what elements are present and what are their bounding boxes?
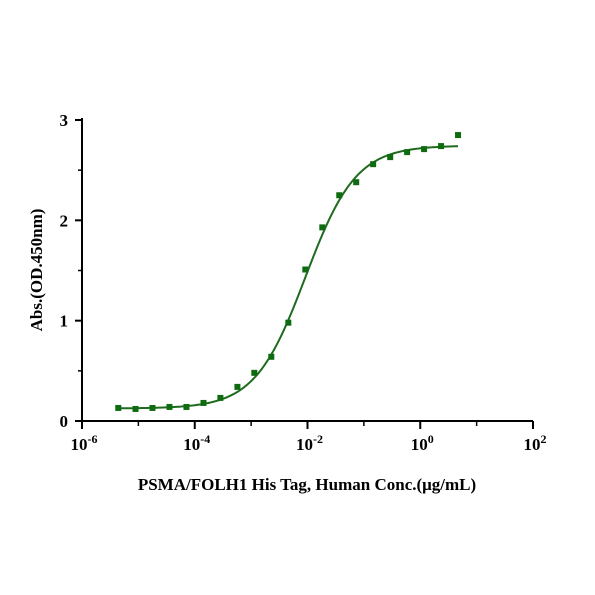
data-point <box>370 161 377 168</box>
data-point <box>217 394 224 401</box>
y-tick-label: 2 <box>60 211 69 230</box>
data-point <box>183 403 190 410</box>
x-tick-label: 10-4 <box>183 432 210 454</box>
data-point <box>302 266 309 273</box>
y-tick-label: 0 <box>60 412 69 431</box>
fit-curve-group <box>118 145 459 410</box>
x-tick-label: 10-6 <box>71 432 98 454</box>
data-point <box>251 369 258 376</box>
data-point <box>404 149 411 156</box>
data-point <box>200 399 207 406</box>
y-tick-label: 1 <box>60 312 69 331</box>
y-axis-title: Abs.(OD.450nm) <box>27 209 46 332</box>
data-point <box>115 404 122 411</box>
data-point <box>455 132 462 139</box>
fit-curve <box>118 145 459 410</box>
data-point <box>438 143 445 150</box>
data-point <box>149 404 156 411</box>
x-tick-label: 100 <box>411 432 434 454</box>
x-axis-title: PSMA/FOLH1 His Tag, Human Conc.(μg/mL) <box>138 475 476 494</box>
data-points <box>115 132 462 412</box>
y-ticks: 0 1 2 3 <box>60 111 82 431</box>
y-tick-label: 3 <box>60 111 69 130</box>
data-point <box>387 154 394 161</box>
data-point <box>336 192 343 199</box>
data-point <box>353 179 360 186</box>
x-tick-label: 10-2 <box>296 432 323 454</box>
data-point <box>421 146 428 153</box>
data-point <box>319 224 326 231</box>
data-point <box>285 319 292 326</box>
x-ticks: 10-6 10-4 10-2 100 102 <box>71 421 547 454</box>
data-point <box>166 403 173 410</box>
data-point <box>234 383 241 390</box>
data-point <box>132 405 139 412</box>
x-tick-label: 102 <box>524 432 547 454</box>
data-point <box>268 353 275 360</box>
